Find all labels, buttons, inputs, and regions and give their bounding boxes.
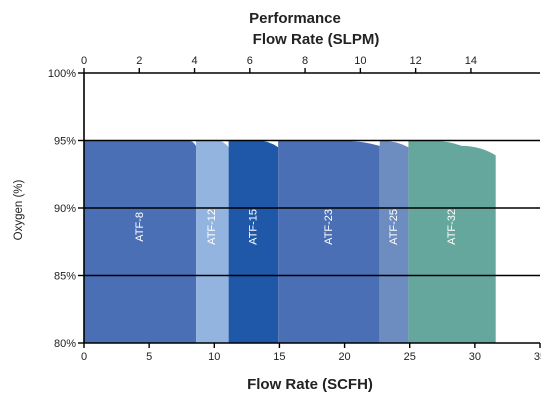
x-tick-label: 5 xyxy=(146,351,152,363)
series-label-atf-15: ATF-15 xyxy=(247,209,259,245)
y-tick-label: 85% xyxy=(54,271,76,283)
axis-ticks: 80% 85% 90% 95% 100% 0 5 10 15 20 25 30 35 0 2 4 6 8 10 12 1… xyxy=(48,55,541,363)
y-tick-label: 80% xyxy=(54,338,76,350)
series-label-atf-32: ATF-32 xyxy=(446,209,458,245)
series-areas xyxy=(84,140,496,343)
x-tick-label: 35 xyxy=(534,351,541,363)
x-tick-label: 30 xyxy=(469,351,481,363)
top-tick-label: 6 xyxy=(247,55,253,67)
area-atf-15 xyxy=(228,140,279,343)
area-atf-12 xyxy=(196,140,229,343)
top-tick-label: 2 xyxy=(136,55,142,67)
y-tick-label: 95% xyxy=(54,136,76,148)
series-label-atf-23: ATF-23 xyxy=(323,209,335,245)
top-tick-label: 8 xyxy=(302,55,308,67)
area-atf-32 xyxy=(408,140,496,343)
x-tick-label: 15 xyxy=(273,351,285,363)
chart-title: Performance xyxy=(249,10,341,27)
top-tick-label: 10 xyxy=(354,55,366,67)
x-tick-label: 25 xyxy=(404,351,416,363)
area-atf-23 xyxy=(278,140,380,343)
top-tick-label: 4 xyxy=(191,55,197,67)
x-tick-label: 20 xyxy=(338,351,350,363)
top-tick-label: 14 xyxy=(465,55,477,67)
x-axis-title: Flow Rate (SCFH) xyxy=(247,376,373,393)
series-label-atf-8: ATF-8 xyxy=(134,212,146,242)
series-labels: ATF-8 ATF-12 ATF-15 ATF-23 ATF-25 ATF-32 xyxy=(134,209,458,245)
series-label-atf-25: ATF-25 xyxy=(388,209,400,245)
top-tick-label: 0 xyxy=(81,55,87,67)
y-tick-label: 90% xyxy=(54,203,76,215)
top-axis-title: Flow Rate (SLPM) xyxy=(253,31,380,48)
x-tick-label: 10 xyxy=(208,351,220,363)
series-label-atf-12: ATF-12 xyxy=(206,209,218,245)
grid-lines xyxy=(84,139,540,277)
y-tick-label: 100% xyxy=(48,68,76,80)
area-atf-25 xyxy=(379,140,409,343)
area-atf-8 xyxy=(84,140,197,343)
top-tick-label: 12 xyxy=(410,55,422,67)
x-tick-label: 0 xyxy=(81,351,87,363)
y-axis-title: Oxygen (%) xyxy=(13,179,25,240)
